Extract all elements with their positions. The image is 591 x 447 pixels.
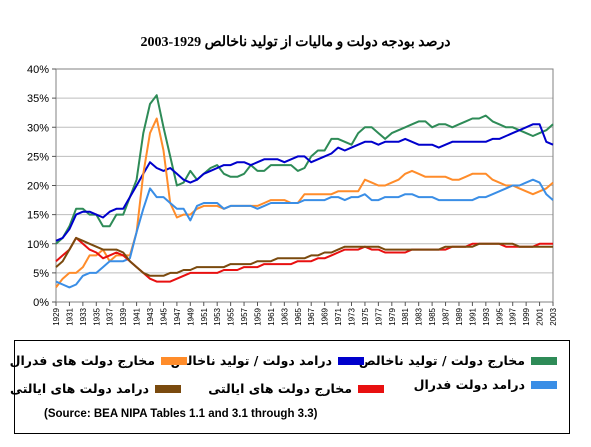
legend-item-revenue-gdp: درامد دولت / تولید ناخالص [171,353,364,368]
legend-label-state-revenue: درامد دولت های ایالتی [10,381,149,396]
x-tick-label: 1943 [146,307,155,325]
chart-title: درصد بودجه دولت و مالیات از تولید ناخالص… [140,35,451,50]
x-tick-label: 1973 [348,307,357,325]
x-tick-label: 1993 [482,307,491,325]
x-tick-label: 1947 [173,307,182,325]
x-tick-label: 1953 [213,307,222,325]
x-tick-label: 1987 [442,307,451,325]
x-tick-label: 1935 [92,307,101,325]
legend-item-federal-revenue: درامد دولت فدرال [414,377,557,392]
x-tick-label: 1965 [294,307,303,325]
legend-label-federal-spending: مخارج دولت های فدرال [9,353,155,368]
legend: مخارج دولت / تولید ناخالص درامد دولت / ت… [10,340,570,434]
x-tick-label: 1981 [401,307,410,325]
legend-label-state-spending: مخارج دولت های ایالتی [208,381,352,396]
source-note: (Source: BEA NIPA Tables 1.1 and 3.1 thr… [44,408,318,420]
x-tick-label: 1975 [361,307,370,325]
y-tick-label: 30% [27,122,49,134]
x-tick-labels: 1929 1931 1933 1935 1937 1939 1941 1943 1945 1947… [52,307,558,325]
legend-swatch-revenue-gdp [338,356,364,365]
legend-swatch-federal-spending [161,356,187,365]
y-tick-label: 0% [33,297,49,309]
legend-item-state-spending: مخارج دولت های ایالتی [208,381,384,396]
x-tick-label: 1977 [374,307,383,325]
y-tick-label: 35% [27,93,49,105]
x-tick-label: 1963 [280,307,289,325]
x-tick-label: 1939 [119,307,128,325]
x-tick-label: 1995 [495,307,504,325]
y-tick-labels: 0% 5% 10% 15% 20% 25% 30% 35% 40% [27,64,49,309]
series-line-5 [55,236,553,277]
x-tick-label: 1991 [468,307,477,325]
x-tick-label: 1951 [200,307,209,325]
x-tick-label: 1989 [455,307,464,325]
x-tick-label: 1933 [79,307,88,325]
legend-item-spending-gdp: مخارج دولت / تولید ناخالص [359,353,557,368]
x-tick-label: 1969 [321,307,330,325]
x-tick-label: 1949 [186,307,195,325]
x-tick-label: 1967 [307,307,316,325]
x-tick-label: 1985 [428,307,437,325]
x-tick-label: 1959 [253,307,262,325]
series-line-0 [55,94,554,245]
legend-item-federal-spending: مخارج دولت های فدرال [10,353,187,368]
y-tick-label: 40% [27,64,49,76]
y-tick-label: 15% [27,210,49,222]
series-line-3 [55,178,554,289]
legend-swatch-spending-gdp [531,356,557,365]
y-tick-label: 10% [27,239,49,251]
y-tick-label: 5% [33,268,49,280]
axes [52,68,554,306]
x-tick-label: 1997 [509,307,518,325]
x-tick-label: 2001 [536,307,545,325]
x-tick-label: 1955 [227,307,236,325]
legend-swatch-state-spending [358,384,384,393]
x-tick-label: 1971 [334,307,343,325]
legend-swatch-federal-revenue [531,380,557,389]
gridlines [56,97,553,274]
series-line-2 [55,117,554,289]
legend-label-spending-gdp: مخارج دولت / تولید ناخالص [358,353,525,368]
series-line-1 [55,123,554,242]
line-chart: 0%5%10%15%20%25%30%35%40% 1929 1931 1933 19… [27,64,558,326]
y-tick-label: 25% [27,151,49,163]
legend-label-federal-revenue: درامد دولت فدرال [413,377,525,392]
x-tick-label: 1941 [133,307,142,325]
x-tick-label: 1931 [65,307,74,325]
x-tick-label: 1945 [159,307,168,325]
x-tick-label: 1999 [522,307,531,325]
x-tick-label: 2003 [549,307,558,325]
y-tick-label: 20% [27,181,49,193]
series-lines [55,94,554,289]
legend-item-state-revenue: درامد دولت های ایالتی [10,381,181,396]
legend-swatch-state-revenue [155,384,181,393]
legend-label-revenue-gdp: درامد دولت / تولید ناخالص [170,353,332,368]
x-tick-label: 1979 [388,307,397,325]
x-tick-label: 1983 [415,307,424,325]
x-tick-label: 1957 [240,307,249,325]
x-tick-label: 1929 [52,307,61,325]
x-tick-label: 1937 [106,307,115,325]
x-tick-label: 1961 [267,307,276,325]
